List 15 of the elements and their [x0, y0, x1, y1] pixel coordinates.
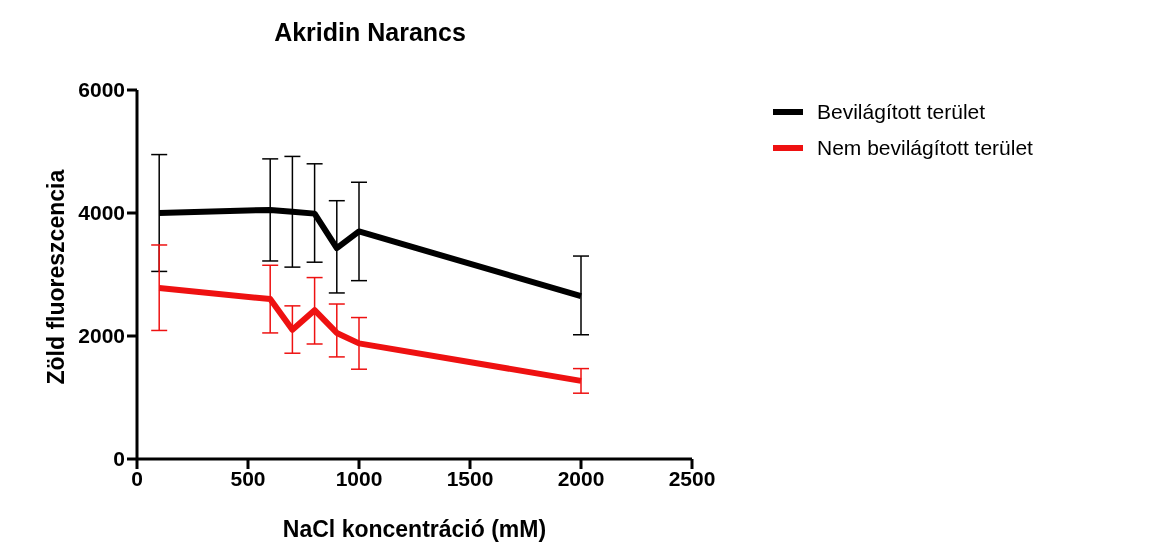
y-tick-label: 2000: [78, 324, 125, 348]
x-tick-label: 1500: [446, 466, 494, 490]
chart-title: Akridin Narancs: [273, 18, 467, 47]
y-tick-label: 4000: [78, 201, 125, 225]
x-axis-title: NaCl koncentráció (mM): [282, 516, 547, 542]
x-tick-label: 1000: [335, 466, 383, 490]
x-tick-label: 0: [131, 466, 143, 490]
y-tick-label: 6000: [78, 78, 125, 102]
x-tick-label: 2500: [668, 466, 716, 490]
x-tick-label: 2000: [557, 466, 605, 490]
legend-label: Bevilágított terület: [817, 100, 986, 124]
legend-label: Nem bevilágított terület: [817, 136, 1033, 160]
x-tick-label: 500: [230, 466, 266, 490]
y-axis-title: Zöld fluoreszcencia: [43, 169, 70, 385]
y-tick-label: 0: [113, 447, 125, 471]
